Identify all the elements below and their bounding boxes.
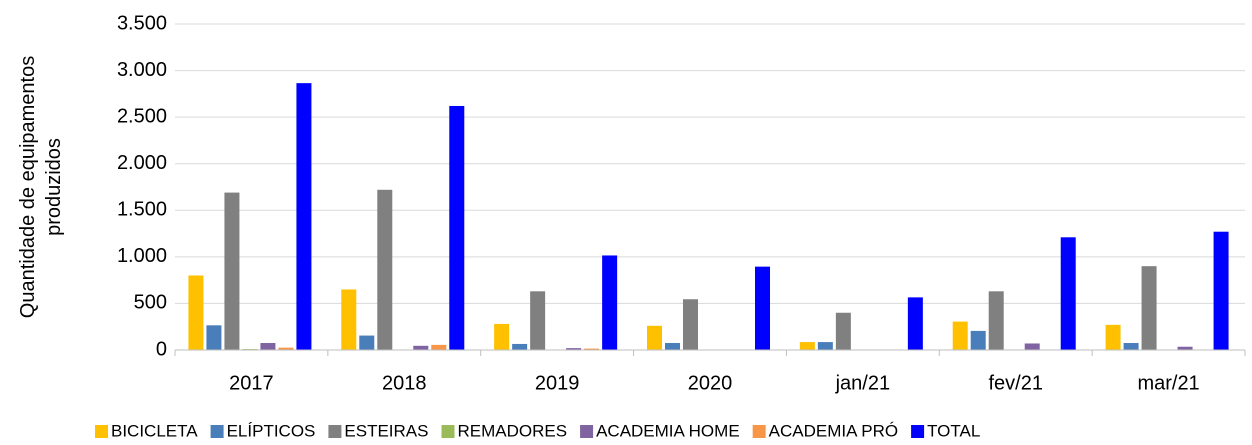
y-tick-label: 0: [156, 338, 167, 360]
bar: [1177, 346, 1193, 350]
x-tick-label: mar/21: [1137, 372, 1199, 394]
legend-swatch: [210, 425, 224, 438]
legend-swatch: [911, 425, 925, 438]
legend-swatch: [580, 425, 594, 438]
legend-label: REMADORES: [458, 421, 568, 440]
bar: [970, 330, 986, 350]
bar: [907, 297, 923, 350]
bar: [952, 321, 968, 350]
legend-label: ESTEIRAS: [344, 421, 428, 440]
y-tick-label: 3.500: [117, 12, 167, 34]
y-tick-label: 2.500: [117, 105, 167, 127]
y-tick-label: 1.500: [117, 199, 167, 221]
legend-swatch: [752, 425, 766, 438]
legend-label: BICICLETA: [111, 421, 198, 440]
bar: [1213, 231, 1229, 350]
legend-label: TOTAL: [927, 421, 980, 440]
x-tick-label: fev/21: [988, 372, 1042, 394]
bar: [683, 299, 698, 350]
bar: [449, 105, 465, 350]
legend-label: ACADEMIA PRÓ: [769, 421, 898, 440]
x-tick-label: 2018: [382, 372, 427, 394]
bar: [296, 83, 312, 350]
x-tick-label: 2019: [535, 372, 580, 394]
bar: [512, 343, 528, 350]
bar: [530, 291, 546, 350]
x-tick-label: jan/21: [835, 372, 891, 394]
y-axis-label-line: Quantidade de equipamentos: [17, 56, 39, 318]
bar: [566, 348, 582, 350]
y-axis-label-line: produzidos: [43, 138, 65, 236]
y-tick-label: 1.000: [117, 245, 167, 267]
bar: [584, 348, 600, 350]
y-tick-label: 500: [134, 292, 167, 314]
y-axis-label: Quantidade de equipamentos produzidos: [17, 56, 65, 318]
bar: [431, 344, 447, 350]
bar: [359, 335, 375, 350]
x-tick-label: 2017: [229, 372, 274, 394]
legend-label: ELÍPTICOS: [227, 421, 316, 440]
bar: [1141, 266, 1157, 350]
bar: [817, 342, 833, 350]
y-tick-label: 3.000: [117, 59, 167, 81]
bar: [1060, 237, 1076, 350]
bar: [494, 323, 510, 350]
bar: [413, 345, 429, 350]
bar: [377, 189, 393, 350]
legend-label: ACADEMIA HOME: [596, 421, 740, 440]
bar: [224, 192, 240, 350]
bar: [835, 312, 851, 350]
bar: [602, 255, 618, 350]
bar: [1024, 343, 1040, 350]
bar: [341, 289, 357, 350]
legend-swatch: [441, 425, 455, 438]
bar: [278, 347, 294, 350]
legend-swatch: [328, 425, 342, 438]
bar: [665, 343, 680, 350]
bar: [260, 343, 276, 350]
y-tick-label: 2.000: [117, 152, 167, 174]
bar: [1123, 343, 1139, 350]
bar: [1105, 324, 1121, 350]
legend-swatch: [95, 425, 108, 438]
bar: [799, 342, 815, 350]
bar: [988, 291, 1004, 350]
bar: [647, 325, 662, 350]
bar: [188, 275, 204, 350]
bar: [206, 325, 222, 350]
x-tick-label: 2020: [688, 372, 733, 394]
bar: [755, 266, 770, 350]
